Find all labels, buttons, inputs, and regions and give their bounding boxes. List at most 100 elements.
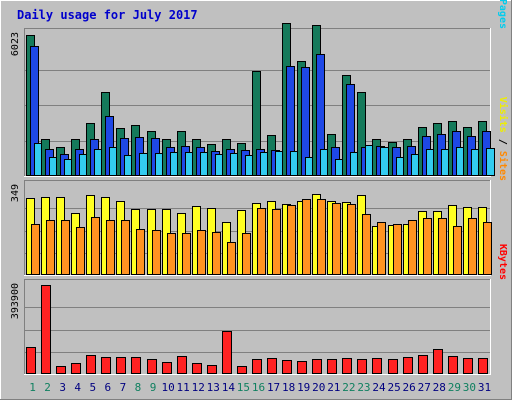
bar-kbytes-day-31 [478,358,488,374]
x-tick-label-12: 12 [192,381,205,394]
bar-sites-day-19 [302,199,311,275]
bar-sites-day-11 [182,233,191,275]
x-tick-label-14: 14 [222,381,236,394]
bar-sites-day-4 [76,227,85,275]
panel-kbytes: 393900 KBytes [10,244,508,375]
y-max-label: 6023 [10,32,21,56]
bar-kbytes-day-3 [56,366,66,374]
x-tick-label-15: 15 [237,381,250,394]
bar-kbytes-day-1 [26,347,36,374]
bar-sites-day-31 [483,222,492,275]
bar-pages-day-8 [139,153,148,176]
bar-kbytes-day-26 [403,357,413,374]
x-tick-label-21: 21 [327,381,340,394]
bar-sites-day-20 [317,199,326,275]
chart-title: Daily usage for July 2017 [17,8,198,22]
bar-sites-day-6 [106,220,115,275]
x-tick-label-22: 22 [342,381,355,394]
bar-sites-day-10 [167,233,176,275]
bar-sites-day-23 [362,214,371,275]
bar-pages-day-31 [486,148,495,176]
bar-kbytes-day-17 [267,358,277,374]
bar-sites-day-27 [423,218,432,275]
x-tick-label-11: 11 [177,381,190,394]
x-tick-label-29: 29 [448,381,461,394]
bar-sites-day-17 [272,209,281,275]
bar-pages-day-24 [380,147,389,176]
x-tick-label-6: 6 [105,381,112,394]
x-tick-label-3: 3 [59,381,66,394]
bar-sites-day-29 [453,226,462,275]
bar-kbytes-day-19 [297,361,307,374]
bar-kbytes-day-14 [222,331,232,374]
x-tick-label-7: 7 [120,381,127,394]
bar-kbytes-day-12 [192,363,202,374]
x-tick-label-1: 1 [29,381,36,394]
bar-sites-day-1 [31,224,40,275]
bar-kbytes-day-6 [101,357,111,374]
bar-sites-day-14 [227,242,236,275]
bar-kbytes-day-9 [147,359,157,374]
legend-entry: Visits [497,97,509,133]
legend-entry: KBytes [497,244,508,280]
x-tick-label-2: 2 [44,381,51,394]
bar-kbytes-day-18 [282,360,292,374]
bar-kbytes-day-29 [448,356,458,374]
bar-kbytes-day-16 [252,359,262,374]
x-tick-label-28: 28 [433,381,446,394]
x-tick-label-13: 13 [207,381,220,394]
x-tick-label-27: 27 [418,381,431,394]
series-legend: KBytes [497,244,508,280]
bar-kbytes-day-10 [162,362,172,374]
bar-kbytes-day-23 [357,359,367,374]
bar-sites-day-25 [393,224,402,275]
bar-kbytes-day-11 [177,356,187,374]
y-max-label: 393900 [10,283,21,319]
bar-sites-day-16 [257,208,266,275]
x-tick-label-10: 10 [161,381,174,394]
x-tick-label-5: 5 [89,381,96,394]
bar-kbytes-day-15 [237,366,247,374]
bar-sites-day-21 [332,203,341,275]
bar-sites-day-15 [242,233,251,275]
bar-sites-day-30 [468,218,477,275]
bar-kbytes-day-7 [116,357,126,374]
bar-sites-day-24 [377,222,386,275]
x-tick-label-17: 17 [267,381,280,394]
bar-kbytes-day-8 [131,357,141,374]
y-max-label: 349 [10,184,21,202]
bar-kbytes-day-21 [327,359,337,374]
bar-kbytes-day-25 [388,359,398,374]
bar-sites-day-28 [438,218,447,275]
chart-panels: 6023 Hits / Files / Pages 349 Visits / Site… [10,0,509,375]
bar-sites-day-26 [408,220,417,275]
bar-sites-day-7 [121,220,130,275]
bar-sites-day-2 [46,220,55,275]
bar-kbytes-day-22 [342,358,352,374]
x-tick-label-4: 4 [74,381,81,394]
series-legend: Hits / Files / Pages [497,0,509,29]
bar-kbytes-day-20 [312,359,322,374]
x-tick-label-24: 24 [372,381,386,394]
x-tick-label-19: 19 [297,381,310,394]
x-tick-label-9: 9 [150,381,157,394]
bar-kbytes-day-24 [372,358,382,374]
bar-kbytes-day-13 [207,365,217,374]
x-tick-label-31: 31 [478,381,491,394]
bar-sites-day-9 [152,230,161,275]
panel-visits-sites: 349 Visits / Sites [10,97,509,276]
x-tick-label-18: 18 [282,381,295,394]
bar-sites-day-8 [136,229,145,275]
x-tick-label-25: 25 [387,381,400,394]
bar-sites-day-12 [197,230,206,275]
panel-pages-files-hits: 6023 Hits / Files / Pages [10,0,509,177]
legend-entry: / [497,133,508,151]
bar-sites-day-22 [347,204,356,275]
x-tick-label-16: 16 [252,381,265,394]
bar-kbytes-day-2 [41,285,51,374]
bar-sites-day-18 [287,205,296,275]
bar-sites-day-3 [61,220,70,275]
x-tick-label-23: 23 [357,381,370,394]
bar-kbytes-day-27 [418,355,428,374]
